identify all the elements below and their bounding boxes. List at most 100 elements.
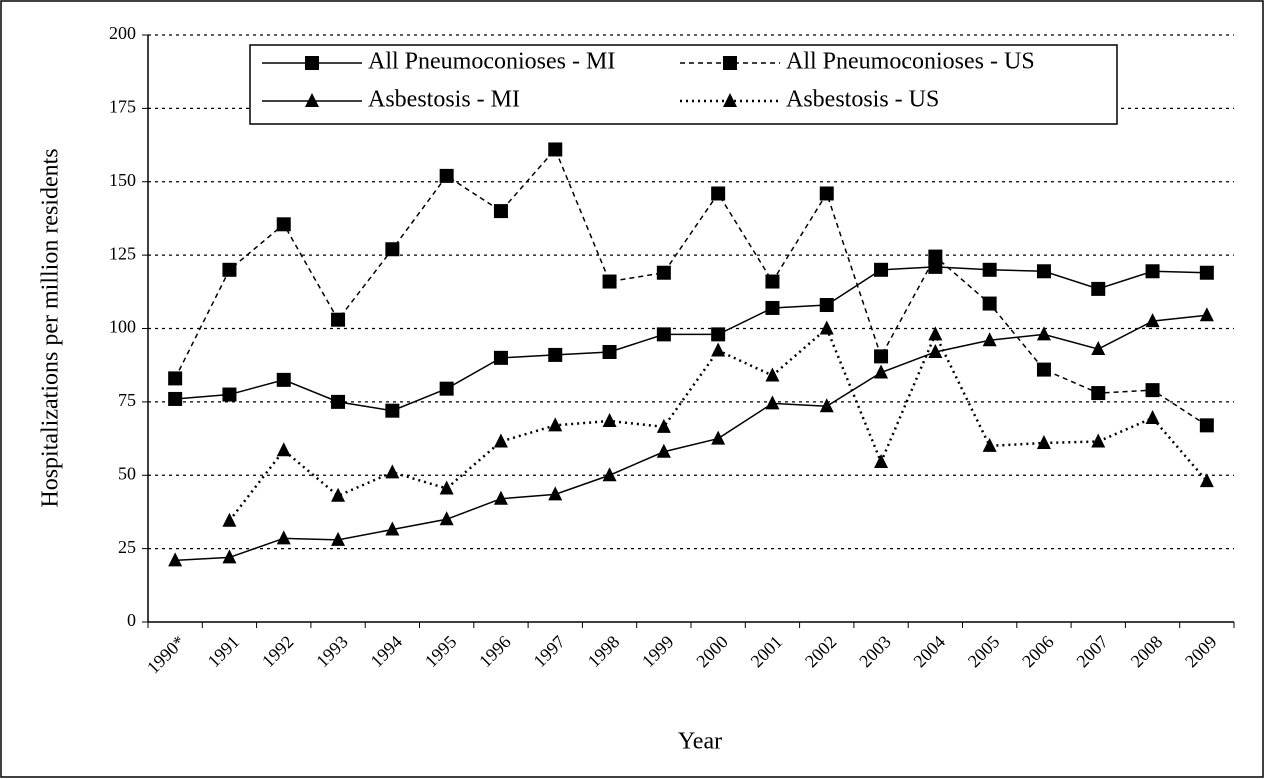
marker — [493, 204, 508, 219]
y-tick-label: 200 — [109, 23, 136, 43]
marker — [656, 327, 671, 342]
marker — [1091, 386, 1106, 401]
y-tick-label: 25 — [118, 537, 136, 557]
marker — [928, 343, 943, 358]
marker — [1145, 264, 1160, 279]
marker — [982, 437, 997, 452]
marker — [168, 371, 183, 386]
marker — [1199, 473, 1214, 488]
marker — [305, 56, 319, 70]
marker — [385, 464, 400, 479]
marker — [222, 262, 237, 277]
x-axis-title: Year — [678, 729, 722, 755]
marker — [1199, 307, 1214, 322]
marker — [439, 168, 454, 183]
marker — [331, 312, 346, 327]
marker — [711, 342, 726, 357]
marker — [548, 142, 563, 157]
marker — [385, 403, 400, 418]
y-tick-label: 50 — [118, 463, 136, 483]
marker — [723, 93, 737, 107]
marker — [982, 332, 997, 347]
marker — [765, 274, 780, 289]
marker — [765, 367, 780, 382]
marker — [168, 552, 183, 567]
marker — [874, 454, 889, 469]
marker — [819, 186, 834, 201]
series-line — [175, 314, 1207, 562]
marker — [331, 531, 346, 546]
marker — [874, 364, 889, 379]
marker — [1036, 362, 1051, 377]
y-tick-label: 75 — [118, 390, 136, 410]
marker — [331, 487, 346, 502]
marker — [385, 521, 400, 536]
marker — [1145, 383, 1160, 398]
marker — [222, 549, 237, 564]
marker — [548, 417, 563, 432]
marker — [711, 186, 726, 201]
marker — [656, 443, 671, 458]
marker — [305, 93, 319, 107]
marker — [276, 372, 291, 387]
marker — [765, 395, 780, 410]
marker — [331, 394, 346, 409]
marker — [1091, 341, 1106, 356]
marker — [439, 381, 454, 396]
marker — [493, 350, 508, 365]
marker — [276, 217, 291, 232]
marker — [1036, 326, 1051, 341]
marker — [982, 296, 997, 311]
y-tick-label: 150 — [109, 170, 136, 190]
marker — [982, 262, 997, 277]
marker — [276, 530, 291, 545]
marker — [602, 467, 617, 482]
y-tick-label: 175 — [109, 97, 136, 117]
legend-box — [249, 44, 1118, 125]
marker — [723, 56, 737, 70]
marker — [656, 265, 671, 280]
marker — [602, 412, 617, 427]
y-axis-title: Hospitalizations per million residents — [38, 148, 64, 507]
legend-label: Asbestosis - US — [786, 87, 939, 113]
marker — [874, 349, 889, 364]
marker — [168, 391, 183, 406]
legend-label: Asbestosis - MI — [368, 87, 520, 113]
marker — [493, 490, 508, 505]
marker — [819, 398, 834, 413]
marker — [819, 298, 834, 313]
marker — [819, 320, 834, 335]
marker — [711, 327, 726, 342]
y-tick-label: 125 — [109, 243, 136, 263]
marker — [385, 242, 400, 257]
marker — [602, 344, 617, 359]
marker — [276, 442, 291, 457]
marker — [1199, 265, 1214, 280]
marker — [1091, 281, 1106, 296]
marker — [493, 433, 508, 448]
marker — [765, 300, 780, 315]
marker — [656, 418, 671, 433]
marker — [222, 512, 237, 527]
marker — [928, 326, 943, 341]
marker — [548, 486, 563, 501]
marker — [874, 262, 889, 277]
legend-label: All Pneumoconioses - US — [786, 49, 1035, 75]
marker — [1145, 410, 1160, 425]
marker — [548, 347, 563, 362]
marker — [1145, 313, 1160, 328]
marker — [602, 274, 617, 289]
marker — [1036, 264, 1051, 279]
marker — [439, 480, 454, 495]
series-line — [174, 148, 1208, 426]
marker — [222, 387, 237, 402]
y-tick-label: 100 — [109, 317, 136, 337]
marker — [1199, 418, 1214, 433]
legend-label: All Pneumoconioses - MI — [368, 49, 615, 75]
marker — [928, 249, 943, 264]
marker — [439, 511, 454, 526]
marker — [1091, 433, 1106, 448]
marker — [1036, 434, 1051, 449]
